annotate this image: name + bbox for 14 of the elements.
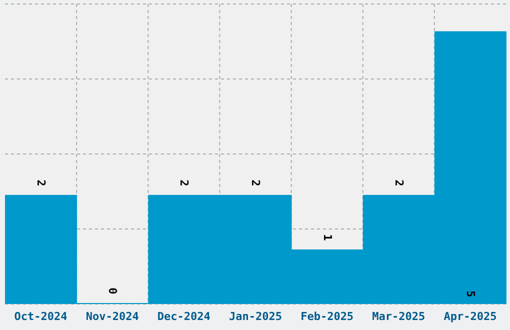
data-label: 2	[34, 180, 48, 186]
data-label: 1	[320, 234, 334, 242]
data-label: 2	[178, 180, 191, 186]
data-label: 0	[106, 288, 120, 294]
x-tick-label: Dec-2024	[157, 310, 211, 323]
x-tick-label: Jan-2025	[229, 310, 282, 323]
x-tick-label: Oct-2024	[14, 310, 68, 323]
x-tick-label: Mar-2025	[372, 310, 426, 323]
x-tick-label: Feb-2025	[300, 310, 354, 323]
data-label: 2	[249, 180, 262, 186]
x-tick-label: Nov-2024	[86, 310, 140, 323]
data-label: 5	[464, 290, 477, 298]
data-label: 2	[392, 180, 406, 186]
x-tick-label: Apr-2025	[444, 310, 497, 323]
